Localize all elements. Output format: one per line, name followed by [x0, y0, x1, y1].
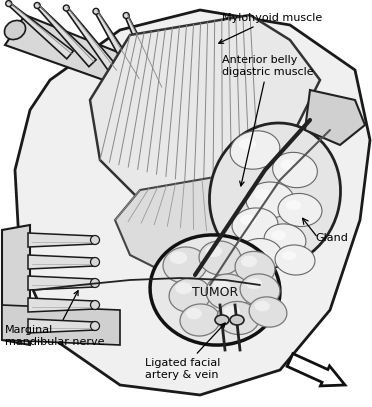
Ellipse shape: [254, 189, 271, 200]
Ellipse shape: [282, 251, 296, 260]
Polygon shape: [90, 15, 320, 220]
Text: Gland: Gland: [315, 233, 348, 243]
Polygon shape: [28, 298, 95, 312]
Polygon shape: [95, 11, 142, 82]
FancyArrow shape: [287, 354, 345, 386]
Polygon shape: [305, 90, 365, 145]
Ellipse shape: [286, 200, 301, 210]
Ellipse shape: [278, 193, 322, 227]
Polygon shape: [2, 225, 30, 345]
Ellipse shape: [215, 315, 229, 325]
Ellipse shape: [6, 0, 12, 7]
Ellipse shape: [180, 304, 220, 336]
Ellipse shape: [206, 274, 250, 310]
Ellipse shape: [271, 230, 286, 240]
Ellipse shape: [255, 301, 270, 311]
Text: Ligated facial
artery & vein: Ligated facial artery & vein: [145, 323, 225, 380]
Ellipse shape: [235, 252, 275, 284]
Ellipse shape: [264, 224, 306, 256]
Text: TUMOR: TUMOR: [192, 285, 238, 298]
Ellipse shape: [199, 241, 241, 275]
Ellipse shape: [90, 278, 99, 287]
Ellipse shape: [90, 322, 99, 330]
Ellipse shape: [238, 239, 282, 271]
Ellipse shape: [230, 131, 280, 169]
Ellipse shape: [240, 274, 280, 306]
Polygon shape: [65, 7, 119, 74]
Ellipse shape: [240, 215, 256, 225]
Ellipse shape: [123, 13, 129, 18]
Ellipse shape: [205, 245, 222, 257]
Ellipse shape: [93, 9, 99, 14]
Polygon shape: [2, 305, 120, 345]
Polygon shape: [115, 170, 295, 275]
Ellipse shape: [230, 315, 244, 325]
Ellipse shape: [246, 245, 261, 255]
Ellipse shape: [239, 139, 256, 150]
Ellipse shape: [186, 308, 202, 319]
Polygon shape: [28, 255, 95, 269]
Polygon shape: [36, 4, 96, 67]
Ellipse shape: [170, 252, 187, 264]
Ellipse shape: [63, 5, 69, 11]
Ellipse shape: [246, 182, 294, 218]
Ellipse shape: [34, 2, 40, 9]
Ellipse shape: [90, 236, 99, 245]
Ellipse shape: [169, 278, 211, 312]
Text: Mylohyoid muscle: Mylohyoid muscle: [219, 13, 322, 43]
Ellipse shape: [4, 20, 26, 39]
Polygon shape: [125, 15, 164, 90]
Ellipse shape: [232, 208, 278, 242]
Text: Marginal
mandibular nerve: Marginal mandibular nerve: [5, 291, 105, 347]
Ellipse shape: [223, 306, 240, 317]
Polygon shape: [28, 319, 95, 333]
Ellipse shape: [275, 245, 315, 275]
Ellipse shape: [273, 152, 317, 188]
Ellipse shape: [246, 278, 262, 289]
Polygon shape: [28, 276, 95, 290]
Polygon shape: [5, 15, 175, 100]
Ellipse shape: [209, 123, 340, 267]
Ellipse shape: [280, 160, 296, 170]
Ellipse shape: [163, 247, 207, 283]
Text: Anterior belly
digastric muscle: Anterior belly digastric muscle: [222, 55, 314, 186]
Ellipse shape: [175, 282, 192, 294]
Ellipse shape: [90, 258, 99, 267]
Ellipse shape: [90, 300, 99, 309]
Polygon shape: [15, 10, 370, 395]
Ellipse shape: [150, 235, 280, 345]
Ellipse shape: [249, 297, 287, 327]
Ellipse shape: [213, 278, 230, 291]
Ellipse shape: [241, 256, 257, 267]
Ellipse shape: [217, 302, 259, 335]
Polygon shape: [8, 2, 73, 59]
Polygon shape: [28, 233, 95, 247]
